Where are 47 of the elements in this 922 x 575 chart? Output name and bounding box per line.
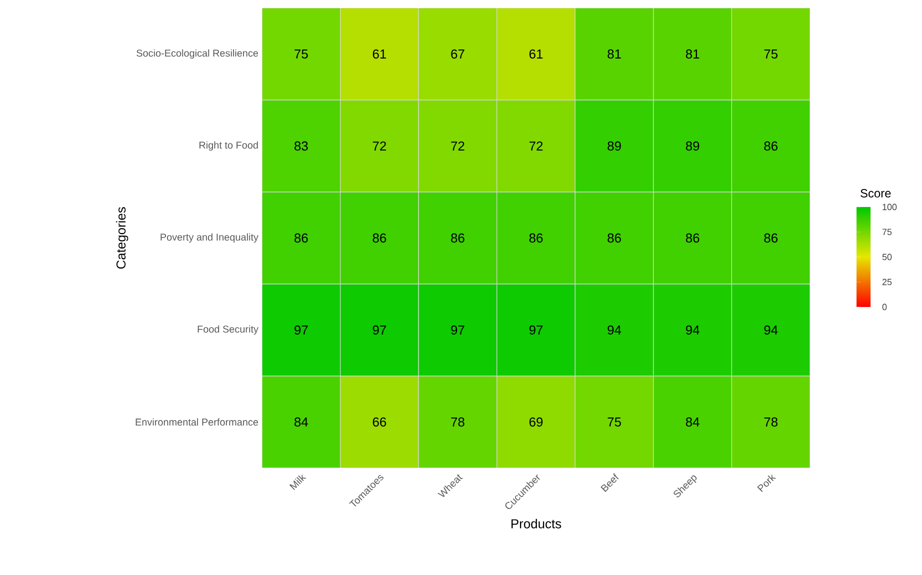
data-label: 97 — [372, 325, 386, 335]
data-label: 86 — [686, 233, 700, 243]
data-label: 84 — [294, 417, 308, 427]
data-label: 86 — [764, 233, 778, 243]
data-label: 78 — [451, 417, 464, 427]
color-bar-label: 50 — [882, 254, 892, 260]
data-label: 72 — [529, 141, 543, 151]
data-label: 61 — [372, 49, 386, 59]
x-tick-label: Milk — [289, 474, 306, 490]
y-tick-label: Poverty and Inequality — [160, 233, 258, 243]
data-label: 69 — [529, 417, 543, 427]
data-label: 86 — [294, 233, 308, 243]
x-axis-title: Products — [512, 518, 562, 528]
data-label: 72 — [372, 141, 386, 151]
data-label: 86 — [451, 233, 464, 243]
data-label: 97 — [294, 325, 308, 335]
data-label: 97 — [529, 325, 543, 335]
data-label: 75 — [764, 49, 778, 58]
data-label: 89 — [686, 141, 700, 151]
y-axis-title: Categories — [116, 207, 128, 269]
y-tick-label: Socio-Ecological Resilience — [136, 49, 258, 59]
data-label: 78 — [764, 417, 778, 427]
color-bar-label: 75 — [882, 228, 892, 236]
data-label: 94 — [686, 325, 700, 335]
y-tick-label: Environmental Performance — [136, 418, 258, 426]
data-label: 75 — [608, 417, 621, 427]
data-label: 83 — [294, 141, 308, 151]
data-label: 81 — [608, 49, 621, 59]
data-label: 89 — [608, 141, 621, 151]
color-bar-label: 100 — [882, 204, 897, 210]
data-label: 72 — [451, 141, 464, 151]
data-label: 97 — [451, 325, 464, 335]
color-bar-label: 0 — [882, 304, 887, 310]
data-label: 94 — [608, 325, 622, 335]
data-label: 81 — [686, 49, 700, 59]
legend-title: Score — [860, 189, 891, 198]
data-label: 86 — [608, 233, 621, 243]
data-label: 86 — [764, 141, 778, 151]
data-label: 75 — [294, 49, 308, 58]
y-tick-label: Food Security — [198, 325, 258, 335]
data-label: 94 — [764, 325, 778, 335]
data-label: 86 — [529, 233, 543, 243]
y-tick-label: Right to Food — [199, 141, 258, 151]
data-label: 86 — [372, 233, 386, 243]
data-label: 61 — [529, 49, 543, 59]
data-label: 67 — [451, 49, 464, 59]
color-bar-label: 25 — [882, 278, 892, 286]
